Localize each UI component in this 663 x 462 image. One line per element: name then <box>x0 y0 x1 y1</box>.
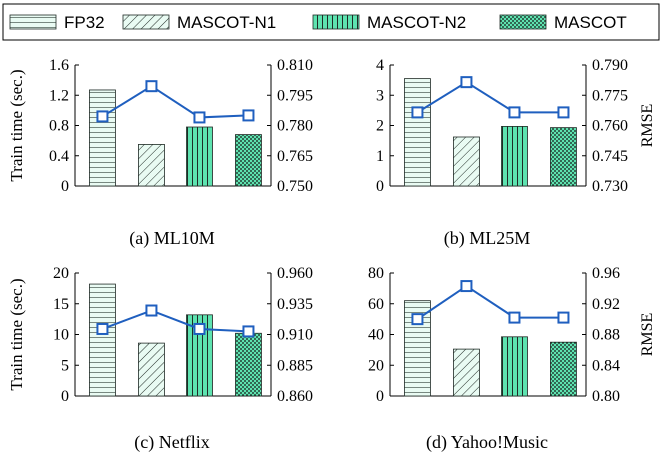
chart-panel-1: 0 0.4 0.8 1.2 1.6 0.750 0.765 0.780 0.795 0.810 Tr… <box>7 57 313 249</box>
rmse-marker <box>557 106 570 119</box>
rmse-marker <box>411 313 424 326</box>
left-tick-label: 15 <box>53 296 69 313</box>
bar-mascot-n2 <box>501 336 528 397</box>
rmse-marker <box>193 111 206 124</box>
left-tick-label: 1 <box>376 148 384 165</box>
panel-caption: (b) ML25M <box>444 228 531 249</box>
chart-panel-2: 0 1 2 3 4 0.730 0.745 0.760 0.775 0.790 RMSE (b) ML… <box>376 57 656 249</box>
bar-fp32 <box>89 89 116 187</box>
legend-swatch-mascot-n1 <box>122 14 170 30</box>
chart-panels: 0 0.4 0.8 1.2 1.6 0.750 0.765 0.780 0.795 0.810 Tr… <box>7 57 656 453</box>
left-tick-label: 20 <box>53 265 69 282</box>
right-tick-label: 0.730 <box>592 178 628 195</box>
right-tick-label: 0.84 <box>592 357 620 374</box>
rmse-line <box>416 80 564 114</box>
chart-panel-3: 0 5 10 15 20 0.860 0.885 0.910 0.935 0.960 Train t… <box>7 265 313 453</box>
rmse-marker <box>508 106 521 119</box>
left-tick-label: 4 <box>376 57 384 74</box>
left-tick-label: 0.8 <box>49 118 69 135</box>
y-axis-label-right: RMSE <box>639 104 656 148</box>
right-tick-label: 0.960 <box>277 265 313 282</box>
left-tick-label: 60 <box>368 296 384 313</box>
left-tick-label: 2 <box>376 118 384 135</box>
panel-caption: (a) ML10M <box>129 228 214 249</box>
rmse-marker <box>460 280 473 293</box>
left-tick-label: 3 <box>376 87 384 104</box>
chart-panel-4: 0 20 40 60 80 0.80 0.84 0.88 0.92 0.96 RMSE (d) Yah… <box>368 265 656 453</box>
right-tick-label: 0.935 <box>277 296 313 313</box>
left-tick-label: 0 <box>376 388 384 405</box>
right-tick-label: 0.750 <box>277 178 313 195</box>
left-tick-label: 0 <box>61 388 69 405</box>
bar-mascot <box>235 134 262 187</box>
right-tick-label: 0.885 <box>277 357 313 374</box>
rmse-marker <box>411 106 424 119</box>
legend-swatch-mascot-n2 <box>312 14 360 30</box>
right-tick-label: 0.910 <box>277 327 313 344</box>
bar-mascot-n2 <box>186 126 213 187</box>
left-tick-label: 1.6 <box>49 57 69 74</box>
bar-fp32 <box>404 78 431 187</box>
right-tick-label: 0.765 <box>277 148 313 165</box>
rmse-marker <box>96 322 109 335</box>
rmse-marker <box>557 311 570 324</box>
rmse-line <box>102 309 249 333</box>
bar-mascot-n1 <box>138 144 165 187</box>
rmse-marker <box>145 80 158 93</box>
panel-caption: (d) Yahoo!Music <box>426 432 548 453</box>
y-axis-label-right: RMSE <box>639 313 656 357</box>
legend-label-fp32: FP32 <box>64 13 105 32</box>
rmse-line <box>101 84 249 119</box>
legend-swatch-fp32 <box>9 14 57 30</box>
left-tick-label: 0.4 <box>49 148 69 165</box>
rmse-line <box>416 284 564 320</box>
left-tick-label: 1.2 <box>49 87 69 104</box>
left-tick-label: 80 <box>368 265 384 282</box>
rmse-marker <box>242 109 255 122</box>
rmse-marker <box>145 304 158 317</box>
bar-mascot <box>235 332 262 397</box>
right-tick-label: 0.96 <box>592 265 620 282</box>
right-tick-label: 0.780 <box>277 118 313 135</box>
rmse-marker <box>96 110 109 123</box>
bar-mascot-n1 <box>453 136 480 187</box>
rmse-marker <box>508 311 521 324</box>
bar-fp32 <box>89 283 116 397</box>
bar-mascot <box>550 341 577 397</box>
panel-caption: (c) Netflix <box>134 432 209 453</box>
left-tick-label: 20 <box>368 357 384 374</box>
left-tick-label: 0 <box>61 178 69 195</box>
right-tick-label: 0.88 <box>592 327 620 344</box>
bar-mascot <box>550 127 577 187</box>
bar-mascot-n1 <box>453 348 480 397</box>
right-tick-label: 0.745 <box>592 148 628 165</box>
right-tick-label: 0.795 <box>277 87 313 104</box>
y-axis-label-left: Train time (sec.) <box>7 69 26 181</box>
right-tick-label: 0.80 <box>592 388 620 405</box>
right-tick-label: 0.775 <box>592 87 628 104</box>
legend: FP32 MASCOT-N1 MASCOT-N2 MASCOT <box>2 3 660 41</box>
y-axis-label-left: Train time (sec.) <box>7 278 26 390</box>
left-tick-label: 40 <box>368 327 384 344</box>
legend-label-mascot-n1: MASCOT-N1 <box>177 13 276 32</box>
bar-mascot-n1 <box>138 342 165 397</box>
right-tick-label: 0.860 <box>277 388 313 405</box>
right-tick-label: 0.790 <box>592 57 628 74</box>
left-tick-label: 0 <box>376 178 384 195</box>
legend-label-mascot: MASCOT <box>554 13 627 32</box>
right-tick-label: 0.92 <box>592 296 620 313</box>
rmse-marker <box>242 325 255 338</box>
rmse-marker <box>460 76 473 89</box>
bar-mascot-n2 <box>501 126 528 187</box>
right-tick-label: 0.810 <box>277 57 313 74</box>
legend-swatch-mascot <box>499 14 547 30</box>
rmse-marker <box>193 322 206 335</box>
right-tick-label: 0.760 <box>592 118 628 135</box>
left-tick-label: 10 <box>53 327 69 344</box>
left-tick-label: 5 <box>61 357 69 374</box>
legend-label-mascot-n2: MASCOT-N2 <box>367 13 466 32</box>
